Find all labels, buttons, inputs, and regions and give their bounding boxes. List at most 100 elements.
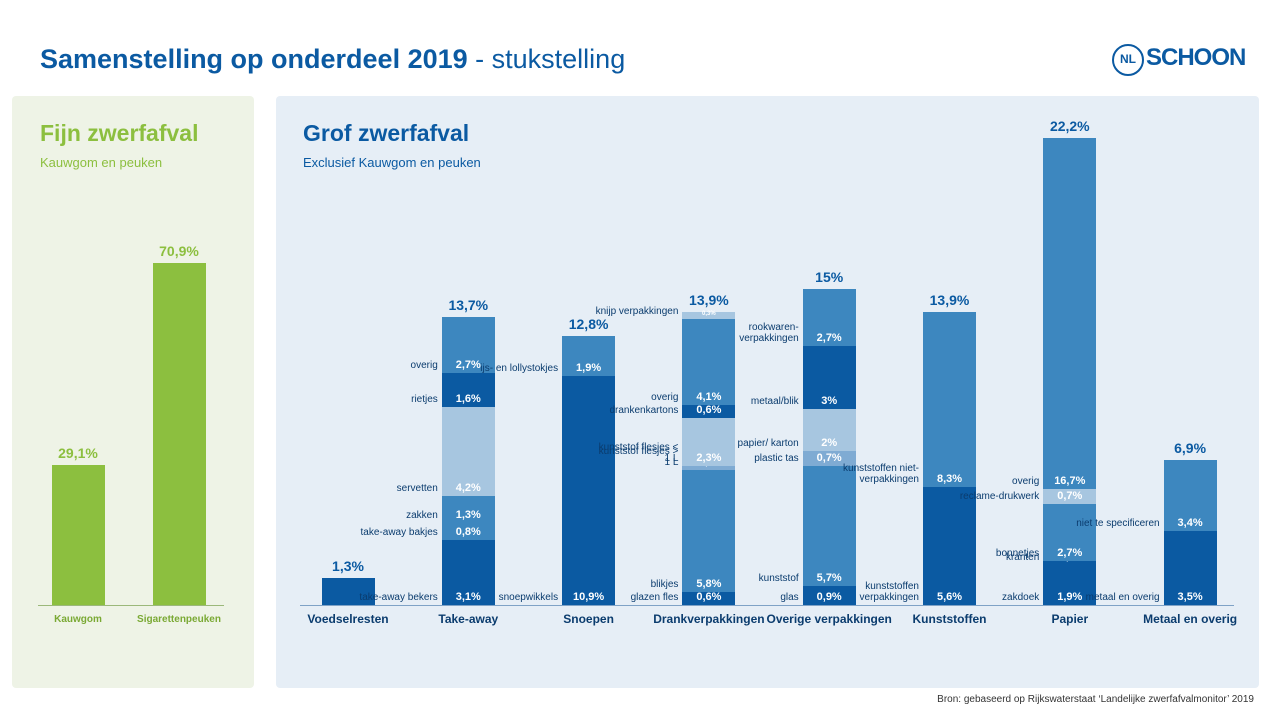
segment-value: 0,3% xyxy=(702,310,716,317)
segment-name: drankenkartons xyxy=(609,404,679,416)
segment-name: kranten xyxy=(1005,552,1040,564)
source-note: Bron: gebaseerd op Rijkswaterstaat ‘Land… xyxy=(937,694,1254,705)
chart-title: Grof zwerfafval xyxy=(303,120,470,146)
bar-segment xyxy=(1043,565,1097,605)
bar-segment xyxy=(441,316,495,374)
segment-name: glazen fles xyxy=(630,592,679,603)
total-label: 6,9% xyxy=(1174,439,1207,456)
total-label: 12,8% xyxy=(568,315,609,332)
segment-value: 5,8% xyxy=(696,578,722,591)
baseline xyxy=(300,605,1234,606)
bar-segment xyxy=(1163,531,1217,605)
segment-value: 0,8% xyxy=(455,525,481,538)
bar-segment xyxy=(682,318,736,406)
bar-segment xyxy=(682,466,736,471)
title-rest: - stukstelling xyxy=(475,44,626,74)
total-label: 15% xyxy=(815,269,844,286)
bar xyxy=(152,263,206,605)
x-tick-label: Drankverpakkingen xyxy=(653,612,765,626)
total-label: 13,7% xyxy=(448,296,489,313)
bar-segment xyxy=(682,405,736,418)
segment-name: take-away bakjes xyxy=(360,526,438,538)
segment-name: blikjes xyxy=(650,579,679,591)
segment-value: 2,7% xyxy=(816,332,842,345)
segment-name: glas xyxy=(780,592,799,603)
segment-name: overig xyxy=(410,360,438,372)
segment-name: rookwaren-verpakkingen xyxy=(739,322,799,345)
bar-segment xyxy=(441,373,495,408)
segment-value: 2,7% xyxy=(455,359,481,372)
segment-name: metaal/blik xyxy=(750,396,799,408)
segment-value: 16,7% xyxy=(1054,475,1086,488)
total-label: 13,9% xyxy=(929,292,970,309)
bar-segment xyxy=(802,409,856,452)
segment-value: 2,3% xyxy=(696,452,722,465)
x-tick-label: Papier xyxy=(1051,612,1089,626)
segment-name: kunststof flesjes > 1 L xyxy=(598,446,679,469)
bar-segment xyxy=(441,407,495,496)
segment-value: 3,4% xyxy=(1177,517,1203,530)
segment-value: 0,7% xyxy=(816,452,842,465)
bar xyxy=(51,464,105,605)
page-title: Samenstelling op onderdeel 2019 - stukst… xyxy=(40,44,625,75)
bar-segment xyxy=(441,539,495,605)
title-bold: Samenstelling op onderdeel 2019 xyxy=(40,44,468,74)
segment-name: ijs- en lollystokjes xyxy=(480,362,559,374)
value-label: 70,9% xyxy=(159,243,199,260)
x-tick-label: Voedselresten xyxy=(307,612,389,626)
segment-value: 10,9% xyxy=(572,591,605,603)
bar-segment xyxy=(1043,489,1097,504)
bar-segment xyxy=(1043,503,1097,561)
chart-title: Fijn zwerfafval xyxy=(40,120,199,146)
bar-segment xyxy=(441,522,495,540)
bar-segment xyxy=(682,417,736,467)
segment-value: 3% xyxy=(821,395,838,408)
bar-segment xyxy=(923,312,976,488)
chart-subtitle: Exclusief Kauwgom en peuken xyxy=(303,155,481,170)
logo-text: SCHOON xyxy=(1146,44,1246,71)
bar-segment xyxy=(682,592,736,605)
total-label: 13,9% xyxy=(689,292,729,309)
segment-name: niet te specificeren xyxy=(1076,518,1160,530)
x-tick-label: Kunststoffen xyxy=(912,612,987,626)
segment-name: kunststof flesjes < 1 L xyxy=(598,442,679,465)
segment-name: papier/ karton xyxy=(737,438,799,450)
segment-name: kunststof xyxy=(758,573,799,585)
x-tick-label: Snoepen xyxy=(563,612,614,626)
total-label: 22,2% xyxy=(1049,117,1090,134)
bar-segment xyxy=(802,586,856,605)
segment-name: knijp verpakkingen xyxy=(595,305,679,317)
segment-name: reclame-drukwerk xyxy=(959,490,1040,502)
segment-name: zakken xyxy=(406,509,438,521)
segment-value: 1,6% xyxy=(455,393,481,406)
bar-segment xyxy=(923,487,976,605)
segment-value: 2,7% xyxy=(1057,546,1083,559)
bar-segment xyxy=(1043,560,1097,565)
segment-value: 5,7% xyxy=(816,572,842,585)
segment-name: rietjes xyxy=(411,394,438,406)
bar-segment xyxy=(682,312,736,319)
bar-segment xyxy=(802,346,856,410)
x-tick-label: Kauwgom xyxy=(54,614,102,625)
segment-value: 2% xyxy=(821,437,838,450)
segment-value: 8,3% xyxy=(936,473,963,486)
bar-segment xyxy=(802,451,856,467)
segment-name: metaal en overig xyxy=(1085,592,1160,603)
bar-segment xyxy=(682,470,736,593)
segment-name: plastic tas xyxy=(754,453,799,465)
segment-name: snoepwikkels xyxy=(498,592,559,603)
segment-name: take-away bekers xyxy=(359,592,438,603)
segment-name: overig xyxy=(651,392,679,404)
bar-segment xyxy=(562,335,616,376)
total-label: 1,3% xyxy=(332,557,364,574)
segment-value: 0,9% xyxy=(816,591,842,603)
segment-value: 1,9% xyxy=(1057,591,1083,603)
segment-name: servetten xyxy=(396,482,438,494)
bar-segment xyxy=(802,466,856,587)
x-tick-label: Sigarettenpeuken xyxy=(137,614,221,625)
x-tick-label: Metaal en overig xyxy=(1143,612,1238,626)
segment-name: kunststoffen niet-verpakkingen xyxy=(843,463,919,486)
x-tick-label: Overige verpakkingen xyxy=(766,612,892,626)
segment-name: zakdoek xyxy=(1002,592,1040,603)
segment-value: 1,3% xyxy=(455,508,481,521)
